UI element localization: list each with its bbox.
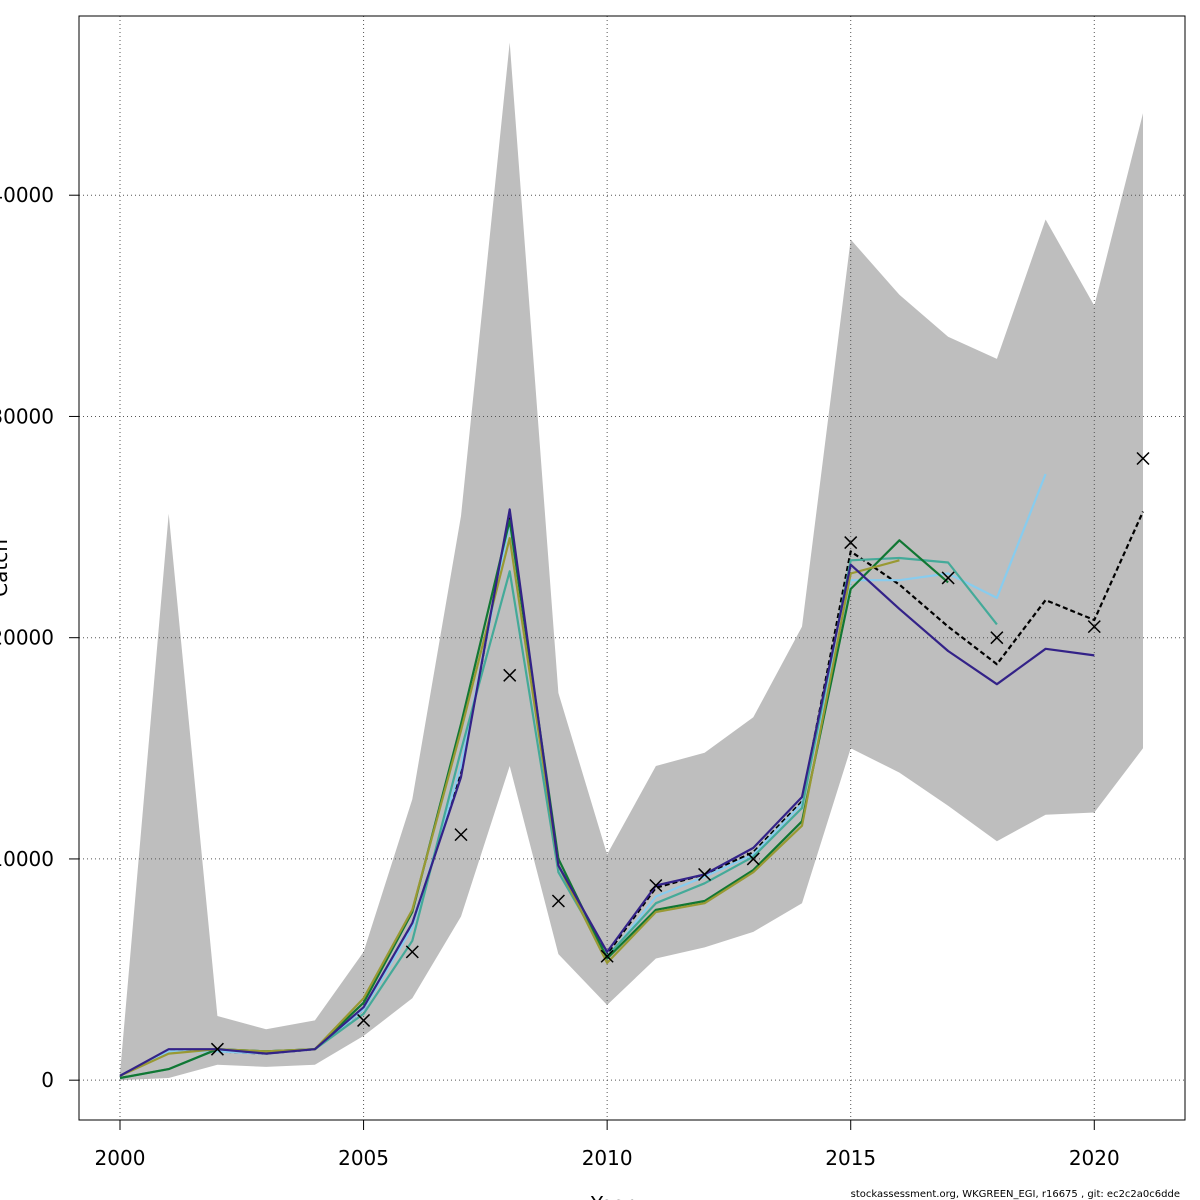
observed-point — [551, 894, 565, 908]
observed-point — [649, 878, 663, 893]
footer-text: stockassessment.org, WKGREEN_EGI, r16675… — [851, 1189, 1180, 1200]
observed-point — [1087, 620, 1101, 634]
observed-point — [600, 949, 614, 963]
observed-point — [746, 852, 760, 866]
confidence-band-layer — [120, 42, 1143, 1081]
observed-point — [405, 945, 419, 959]
y-tick-label: 0 — [41, 1068, 54, 1092]
observed-point — [357, 1013, 371, 1027]
y-axis-title: Catch — [0, 539, 12, 597]
observed-point — [844, 536, 858, 550]
plot-frame — [78, 15, 1186, 1121]
x-tick-label: 2015 — [825, 1146, 876, 1170]
observed-point — [941, 571, 955, 585]
series-line-6 — [119, 508, 1095, 1077]
series-layer — [119, 473, 1145, 1080]
y-tick-label: 40000 — [0, 183, 54, 207]
series-line-5 — [119, 536, 900, 1077]
observed-point — [454, 828, 468, 842]
x-axis-title: Year — [590, 1192, 634, 1200]
x-tick-label: 2000 — [95, 1146, 146, 1170]
observed-point — [698, 867, 712, 881]
confidence-band — [120, 42, 1143, 1081]
x-axis-ticks: 2000 2005 2010 2015 2020 — [95, 1120, 1120, 1170]
observed-points-layer — [210, 451, 1150, 1056]
y-tick-label: 10000 — [0, 847, 54, 871]
x-tick-label: 2020 — [1069, 1146, 1120, 1170]
observed-point — [503, 668, 517, 682]
observed-point — [1136, 451, 1150, 466]
x-tick-label: 2005 — [338, 1146, 389, 1170]
grid-layer — [79, 16, 1185, 1120]
observed-point — [990, 631, 1004, 645]
observed-point — [210, 1042, 224, 1056]
x-tick-label: 2010 — [582, 1146, 633, 1170]
y-tick-label: 30000 — [0, 404, 54, 428]
